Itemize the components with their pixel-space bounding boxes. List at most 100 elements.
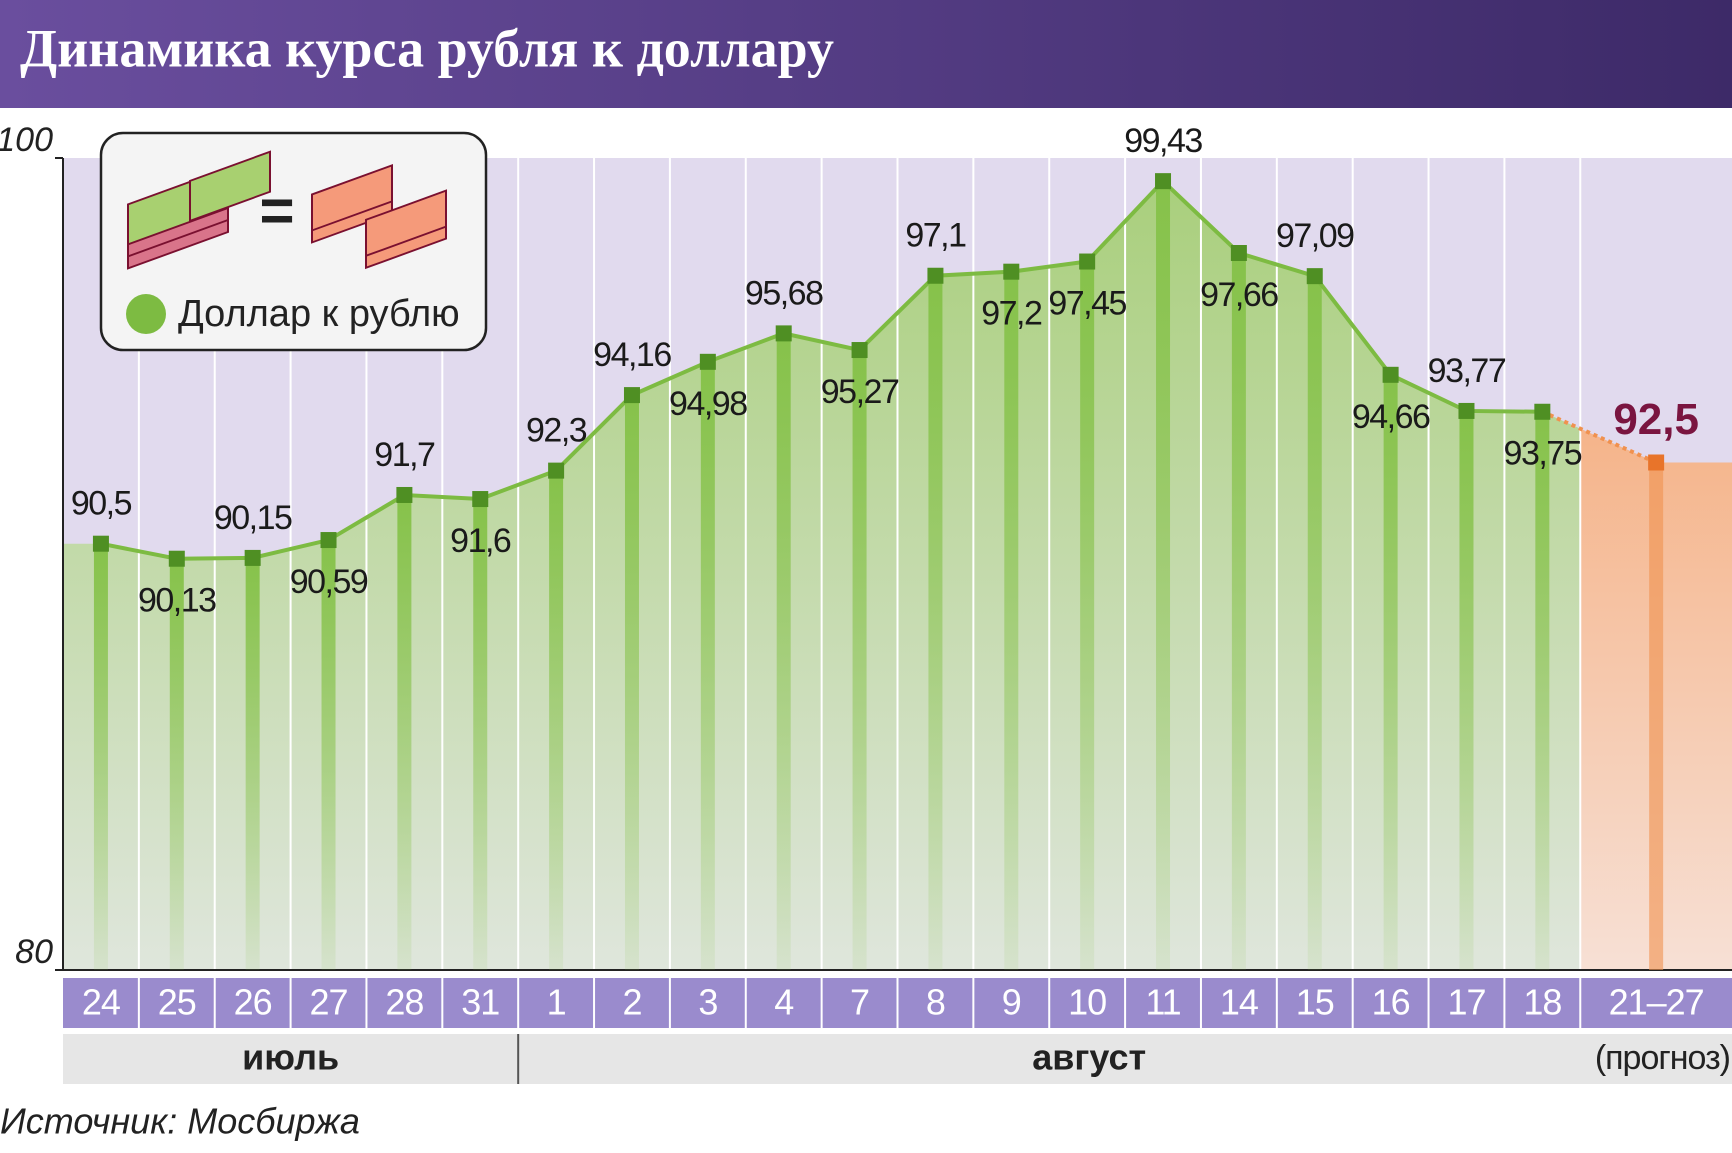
chart-title: Динамика курса рубля к доллару <box>20 18 834 78</box>
x-tick-label: 25 <box>158 982 196 1023</box>
x-tick-label: 31 <box>461 982 499 1023</box>
point <box>775 325 792 342</box>
y-tick-label: 80 <box>15 933 53 971</box>
x-tick-label: 14 <box>1220 982 1258 1023</box>
x-tick-label: 11 <box>1145 982 1180 1023</box>
point <box>1079 253 1096 270</box>
point <box>396 486 413 503</box>
stem <box>169 558 184 970</box>
stem <box>1156 181 1171 971</box>
stem <box>1307 276 1322 970</box>
x-tick-label: 24 <box>82 982 120 1023</box>
x-tick-label: 8 <box>926 982 945 1023</box>
month-label: август <box>1032 1037 1146 1078</box>
data-label: 93,75 <box>1504 435 1582 473</box>
point <box>320 532 337 549</box>
point <box>1382 366 1399 383</box>
stem <box>245 557 260 970</box>
stem <box>624 395 639 970</box>
data-label: 95,27 <box>821 373 899 411</box>
forecast-label: 92,5 <box>1613 395 1699 444</box>
data-label: 90,59 <box>290 563 368 601</box>
point <box>1155 173 1172 190</box>
data-label: 97,66 <box>1200 276 1278 314</box>
x-tick-label: 4 <box>774 982 793 1023</box>
stem <box>928 275 943 970</box>
data-label: 99,43 <box>1124 122 1202 160</box>
x-tick-label: 28 <box>385 982 423 1023</box>
stem <box>1535 411 1550 970</box>
point <box>1306 268 1323 285</box>
data-label: 97,2 <box>981 295 1042 333</box>
stem <box>852 350 867 971</box>
stem <box>473 499 488 970</box>
point <box>699 353 716 370</box>
legend-swatch <box>126 294 166 334</box>
header <box>0 0 1732 108</box>
point <box>1458 402 1475 419</box>
point <box>927 267 944 284</box>
month-label: июль <box>242 1037 339 1078</box>
data-label: 91,6 <box>450 522 511 560</box>
point <box>244 549 261 566</box>
data-label: 95,68 <box>745 274 823 312</box>
x-tick-label: 26 <box>234 982 272 1023</box>
point <box>1230 245 1247 262</box>
point <box>1534 403 1551 420</box>
x-tick-label: 18 <box>1523 982 1561 1023</box>
stem <box>776 333 791 971</box>
stem <box>1231 253 1246 970</box>
stem <box>1004 271 1019 970</box>
stem <box>1459 410 1474 970</box>
line <box>100 178 1543 561</box>
x-tick-label: 10 <box>1068 982 1106 1023</box>
equals-sign: = <box>259 177 294 244</box>
data-label: 94,98 <box>669 385 747 423</box>
x-tick-label: 21–27 <box>1609 982 1704 1023</box>
x-tick-label: 3 <box>698 982 717 1023</box>
data-label: 93,77 <box>1428 352 1506 390</box>
point <box>1003 263 1020 280</box>
point <box>623 387 640 404</box>
point <box>168 550 185 567</box>
point <box>472 491 489 508</box>
y-tick-label: 100 <box>0 121 53 159</box>
point <box>548 462 565 479</box>
forecast-note: (прогноз) <box>1595 1039 1730 1077</box>
point <box>851 342 868 359</box>
data-label: 97,09 <box>1276 217 1354 255</box>
dollar-icon <box>127 150 271 270</box>
data-label: 90,13 <box>138 582 216 620</box>
x-tick-label: 16 <box>1372 982 1410 1023</box>
data-label: 97,1 <box>905 217 966 255</box>
forecast-point <box>1648 454 1665 471</box>
ruble-icon <box>311 163 447 270</box>
x-tick-label: 7 <box>850 982 869 1023</box>
legend: = Доллар к рублю <box>99 131 488 352</box>
data-label: 94,66 <box>1352 398 1430 436</box>
stem <box>397 494 412 970</box>
stem <box>93 543 108 970</box>
data-label: 92,3 <box>526 412 587 450</box>
forecast-stem <box>1649 462 1664 970</box>
stem <box>1383 374 1398 971</box>
x-tick-label: 2 <box>622 982 641 1023</box>
point <box>92 535 109 552</box>
x-tick-label: 15 <box>1296 982 1334 1023</box>
stem <box>321 540 336 970</box>
x-tick-label: 27 <box>309 982 347 1023</box>
stem <box>549 470 564 970</box>
data-label: 90,15 <box>214 499 292 537</box>
data-label: 94,16 <box>593 336 671 374</box>
data-label: 97,45 <box>1048 285 1126 323</box>
data-label: 91,7 <box>374 436 435 474</box>
stem <box>700 361 715 970</box>
x-tick-label: 1 <box>547 982 566 1023</box>
x-tick-label: 17 <box>1447 982 1485 1023</box>
data-label: 90,5 <box>71 485 132 523</box>
legend-label: Доллар к рублю <box>178 293 460 335</box>
month-row <box>63 1034 1732 1084</box>
source: Источник: Мосбиржа <box>0 1101 360 1142</box>
